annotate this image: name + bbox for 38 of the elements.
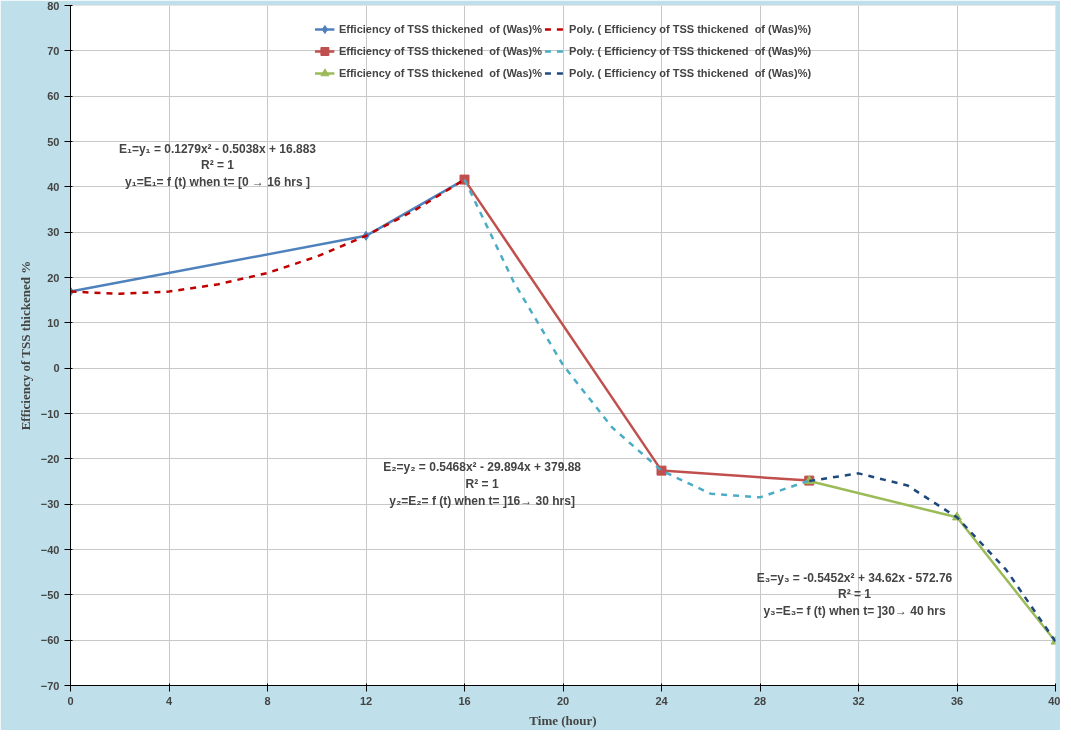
- annotation: E₂=y₂ = 0.5468x² - 29.894x + 379.88 R² = 1 y₂=E₂= f (t) when t= ]16→ 30 hrs]: [383, 460, 582, 508]
- x-tick-label: 16: [458, 694, 471, 707]
- y-tick-label: −10: [40, 407, 60, 420]
- annotation: E₁=y₁ = 0.1279x² - 0.5038x + 16.883 R² = 1 y₁=E₁= f (t) when t= [0 → 16 hrs ]: [118, 141, 317, 190]
- y-tick-label: 40: [47, 180, 60, 193]
- x-tick-label: 32: [852, 694, 865, 707]
- y-tick-label: 10: [47, 316, 60, 329]
- x-tick-label: 24: [655, 694, 669, 707]
- legend-label: Efficiency of TSS thickened of (Was)%: [338, 67, 543, 79]
- y-tick-label: −50: [40, 588, 60, 601]
- legend-label: Efficiency of TSS thickened of (Was)%: [338, 23, 543, 35]
- x-tick-label: 36: [950, 694, 964, 707]
- y-tick-label: 60: [47, 90, 60, 103]
- annotation: E₃=y₃ = -0.5452x² + 34.62x - 572.76 R² = 1 y₃=E₃= f (t) when t= ]30→ 40 hrs: [756, 570, 953, 619]
- y-tick-label: −20: [40, 452, 60, 465]
- x-tick-label: 40: [1048, 694, 1061, 707]
- x-tick-label: 28: [753, 694, 767, 707]
- y-tick-label: −60: [40, 634, 60, 647]
- y-tick-label: −70: [40, 679, 60, 692]
- legend-label: Poly. ( Efficiency of TSS thickened of (Was)%): [569, 67, 812, 79]
- y-tick-label: 80: [47, 0, 60, 12]
- legend-label: Poly. ( Efficiency of TSS thickened of (Was)%): [569, 45, 812, 57]
- y-axis-title: Efficiency of TSS thickened %: [17, 260, 33, 431]
- y-tick-label: 50: [47, 135, 60, 148]
- x-tick-label: 0: [67, 694, 74, 707]
- y-tick-label: −40: [40, 543, 60, 556]
- x-axis-title: Time (hour): [529, 712, 597, 728]
- y-tick-label: 30: [47, 226, 60, 239]
- legend-label: Efficiency of TSS thickened of (Was)%: [338, 45, 543, 57]
- y-tick-label: 20: [47, 271, 60, 284]
- x-tick-label: 20: [556, 694, 570, 707]
- x-tick-label: 4: [165, 694, 173, 707]
- y-tick-label: −30: [40, 498, 60, 511]
- y-tick-label: 0: [53, 362, 60, 375]
- x-tick-label: 8: [264, 694, 271, 707]
- x-tick-label: 12: [359, 694, 373, 707]
- legend-label: Poly. ( Efficiency of TSS thickened of (Was)%): [569, 23, 812, 35]
- y-tick-label: 70: [47, 44, 60, 57]
